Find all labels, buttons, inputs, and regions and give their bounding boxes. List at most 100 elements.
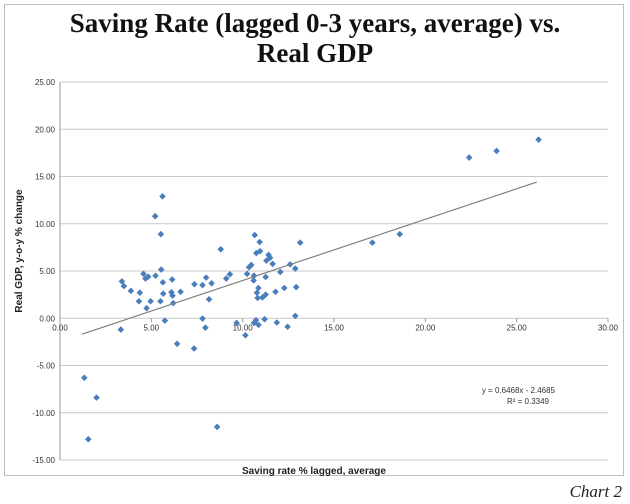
data-point — [250, 272, 258, 280]
data-point — [159, 193, 166, 200]
data-point — [80, 374, 88, 382]
data-point — [135, 297, 143, 305]
data-point — [127, 287, 135, 295]
data-point — [262, 291, 269, 298]
y-axis-label: Real GDP, y-o-y % change — [14, 189, 25, 313]
data-point — [256, 238, 263, 246]
data-point — [396, 230, 404, 238]
data-point — [169, 292, 176, 299]
data-point — [157, 297, 164, 305]
data-point — [261, 315, 268, 323]
y-tick-label: -10.00 — [32, 409, 55, 418]
data-point — [151, 212, 159, 220]
data-point — [85, 435, 92, 443]
data-point — [251, 231, 259, 239]
chart-title-line-2: Real GDP — [256, 38, 374, 68]
data-point — [152, 272, 159, 280]
r-squared-label: R² = 0.3349 — [507, 397, 550, 406]
data-point — [281, 284, 288, 292]
chart-caption: Chart 2 — [569, 482, 622, 501]
data-point — [177, 288, 184, 296]
data-point — [535, 136, 542, 143]
data-point — [255, 321, 262, 329]
data-point — [136, 289, 144, 297]
y-tick-label: 5.00 — [39, 267, 55, 276]
x-tick-label: 30.00 — [598, 323, 619, 332]
data-point — [199, 281, 206, 289]
data-point — [253, 249, 260, 257]
data-point — [296, 239, 304, 246]
data-point — [292, 283, 300, 291]
data-point — [243, 270, 251, 278]
data-point — [157, 230, 165, 238]
data-point — [272, 288, 279, 296]
chart-title: Saving Rate (lagged 0-3 years, average) … — [0, 8, 630, 68]
y-tick-label: 10.00 — [35, 220, 56, 229]
data-point — [168, 276, 176, 283]
x-tick-label: 5.00 — [144, 323, 160, 332]
data-point — [291, 312, 299, 320]
data-point — [465, 154, 473, 161]
data-point — [242, 331, 249, 339]
data-point — [161, 317, 169, 324]
y-tick-label: -5.00 — [37, 362, 56, 371]
data-point — [262, 273, 269, 281]
data-point — [157, 266, 165, 273]
data-point — [252, 316, 260, 324]
data-point — [253, 289, 261, 297]
data-point — [190, 345, 198, 352]
data-point — [140, 270, 147, 278]
data-point — [284, 323, 291, 331]
data-point — [208, 279, 215, 287]
data-point — [199, 315, 206, 322]
data-point — [226, 271, 234, 278]
data-point — [173, 340, 181, 348]
data-point — [217, 245, 225, 253]
data-point — [93, 394, 100, 401]
data-point — [493, 147, 500, 155]
chart-title-line-1: Saving Rate (lagged 0-3 years, average) … — [69, 8, 561, 38]
x-tick-label: 25.00 — [507, 323, 528, 332]
y-tick-label: 0.00 — [39, 314, 55, 323]
data-point — [120, 282, 128, 290]
data-point — [254, 294, 261, 302]
data-point — [273, 319, 281, 326]
data-point — [159, 290, 167, 297]
data-point — [245, 263, 253, 271]
data-point — [250, 277, 257, 284]
y-tick-label: -15.00 — [32, 456, 55, 465]
y-tick-label: 15.00 — [35, 173, 56, 182]
data-point — [276, 268, 284, 276]
y-tick-label: 20.00 — [35, 125, 56, 134]
data-point — [266, 254, 274, 262]
x-axis-label: Saving rate % lagged, average — [242, 466, 386, 477]
data-point — [118, 278, 126, 285]
data-point — [213, 423, 221, 431]
data-point — [159, 279, 167, 286]
data-point — [222, 275, 230, 282]
data-point — [291, 265, 299, 272]
y-tick-label: 25.00 — [35, 78, 56, 87]
data-point — [369, 239, 376, 246]
data-point — [147, 297, 154, 305]
trendline-equation: y = 0.6468x - 2.4685 — [482, 386, 556, 395]
x-tick-label: 20.00 — [415, 323, 436, 332]
data-point — [202, 274, 210, 281]
x-tick-label: 10.00 — [233, 323, 254, 332]
trendline — [81, 181, 537, 335]
data-point — [117, 326, 125, 333]
chart-frame — [4, 4, 624, 476]
data-point — [247, 261, 255, 269]
data-point — [202, 324, 209, 331]
data-point — [205, 296, 213, 303]
data-point — [269, 260, 276, 268]
data-point — [259, 294, 266, 301]
data-point — [142, 275, 149, 282]
data-point — [143, 304, 150, 312]
data-point — [191, 280, 198, 288]
x-tick-label: 0.00 — [52, 323, 68, 332]
data-point — [233, 319, 240, 327]
data-point — [263, 257, 270, 264]
x-tick-label: 15.00 — [324, 323, 345, 332]
